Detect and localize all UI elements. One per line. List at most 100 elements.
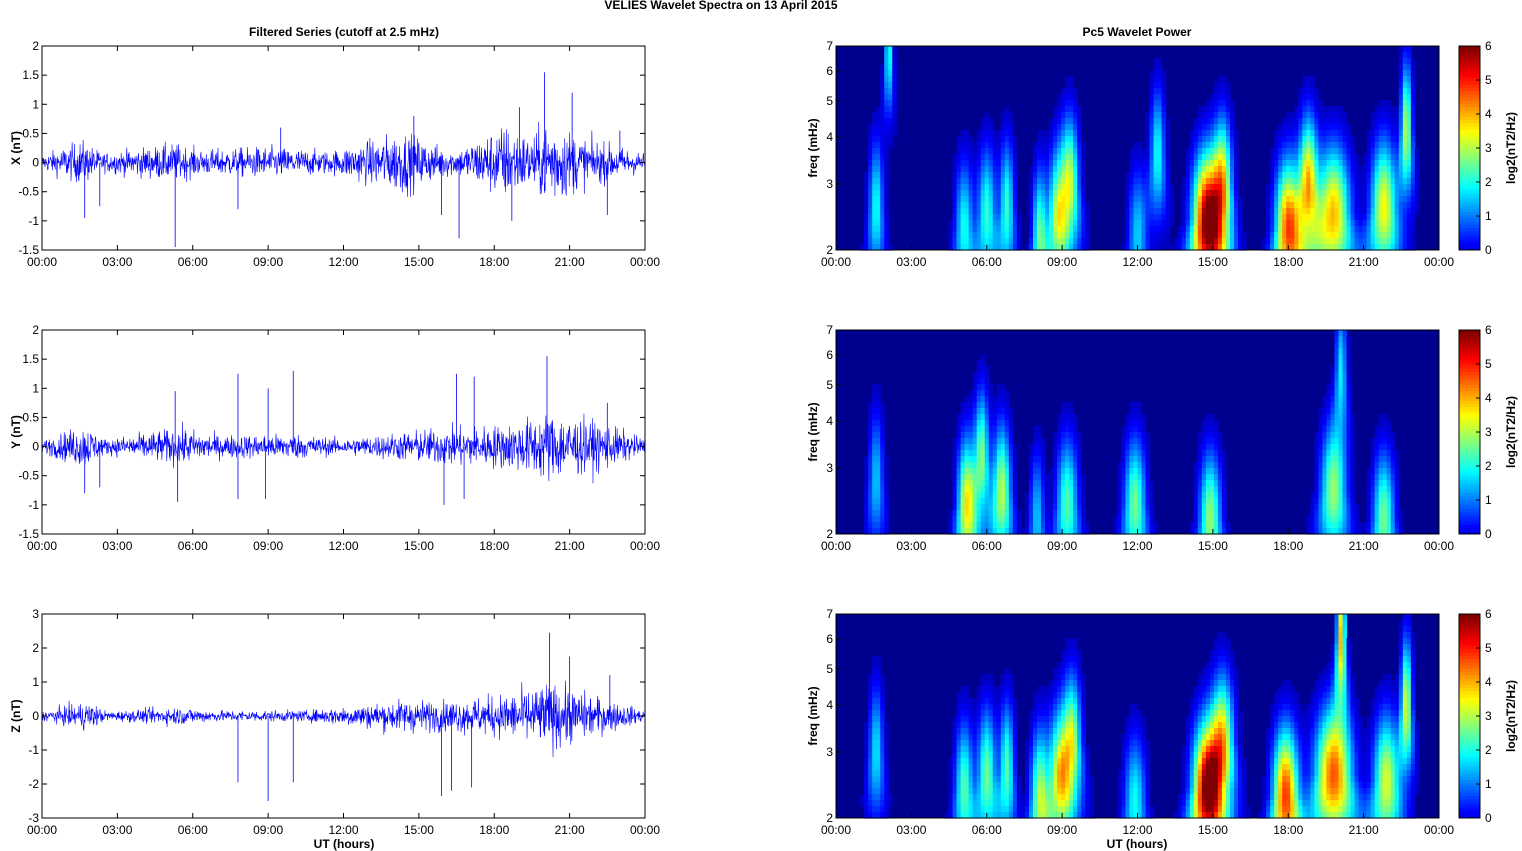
heatmap-cell bbox=[964, 160, 970, 167]
heatmap-cell bbox=[1028, 468, 1034, 475]
heatmap-cell bbox=[880, 244, 885, 251]
heatmap-cell bbox=[1069, 112, 1074, 119]
heatmap-cell bbox=[1382, 486, 1388, 493]
heatmap-cell bbox=[1382, 172, 1388, 179]
heatmap-cell bbox=[980, 372, 986, 379]
heatmap-cell bbox=[1137, 402, 1143, 409]
heatmap-cell bbox=[1028, 202, 1034, 209]
heatmap-cell bbox=[1193, 468, 1199, 475]
heatmap-cell bbox=[1322, 456, 1328, 463]
heatmap-cell bbox=[1314, 516, 1319, 523]
heatmap-cell bbox=[1330, 118, 1336, 125]
heatmap-cell bbox=[1378, 498, 1384, 505]
colorbar-swatch bbox=[1459, 151, 1480, 155]
heatmap-cell bbox=[1370, 202, 1376, 209]
heatmap-cell bbox=[1298, 136, 1303, 143]
heatmap-cell bbox=[1225, 184, 1231, 191]
heatmap-cell bbox=[1358, 528, 1364, 535]
heatmap-cell bbox=[1197, 480, 1203, 487]
heatmap-cell bbox=[1073, 166, 1078, 173]
heatmap-cell bbox=[1414, 190, 1420, 197]
heatmap-cell bbox=[1065, 486, 1070, 493]
x-tick-label: 15:00 bbox=[1198, 255, 1228, 269]
heatmap-cell bbox=[1330, 366, 1336, 373]
heatmap-cell bbox=[1157, 190, 1163, 197]
heatmap-cell bbox=[1386, 480, 1392, 487]
heatmap-cell bbox=[1213, 450, 1219, 457]
heatmap-cell bbox=[1330, 178, 1336, 185]
heatmap-cell bbox=[1012, 166, 1018, 173]
heatmap-cell bbox=[1189, 232, 1195, 239]
heatmap-cell bbox=[960, 414, 966, 421]
heatmap-cell bbox=[1362, 208, 1368, 215]
heatmap-cell bbox=[1350, 208, 1356, 215]
heatmap-cell bbox=[1133, 498, 1139, 505]
heatmap-cell bbox=[1137, 492, 1143, 499]
heatmap-cell bbox=[988, 396, 994, 403]
heatmap-cell bbox=[868, 450, 873, 457]
heatmap-cell bbox=[1302, 106, 1307, 113]
heatmap-cell bbox=[1137, 226, 1143, 233]
colorbar-swatch bbox=[1459, 176, 1480, 181]
heatmap-cell bbox=[868, 788, 873, 795]
heatmap-cell bbox=[992, 498, 998, 505]
heatmap-cell bbox=[1161, 166, 1167, 173]
heatmap-cell bbox=[1165, 220, 1171, 227]
heatmap-cell bbox=[1053, 196, 1058, 203]
heatmap-cell bbox=[1221, 136, 1227, 143]
heatmap-cell bbox=[1217, 208, 1223, 215]
heatmap-cell bbox=[1205, 492, 1211, 499]
heatmap-cell bbox=[1213, 510, 1219, 517]
heatmap-cell bbox=[1117, 528, 1123, 535]
heatmap-cell bbox=[1193, 208, 1199, 215]
heatmap-cell bbox=[872, 668, 877, 675]
heatmap-cell bbox=[952, 238, 958, 245]
heatmap-cell bbox=[1310, 232, 1315, 239]
colorbar-swatch bbox=[1459, 103, 1480, 108]
heatmap-cell bbox=[876, 238, 881, 245]
heatmap-cell bbox=[952, 438, 958, 445]
heatmap-cell bbox=[1402, 214, 1408, 221]
heatmap-cell bbox=[1402, 58, 1408, 65]
heatmap-cell bbox=[952, 752, 958, 759]
heatmap-cell bbox=[1037, 806, 1042, 813]
heatmap-cell bbox=[1334, 354, 1340, 361]
heatmap-cell bbox=[1358, 220, 1364, 227]
heatmap-cell bbox=[1197, 124, 1203, 131]
heatmap-cell bbox=[1024, 752, 1030, 759]
heatmap-cell bbox=[1008, 686, 1014, 693]
heatmap-cell bbox=[1382, 142, 1388, 149]
heatmap-cell bbox=[1000, 722, 1006, 729]
heatmap-cell bbox=[1057, 220, 1062, 227]
heatmap-cell bbox=[968, 160, 974, 167]
x-tick-label: 06:00 bbox=[178, 823, 208, 837]
heatmap-cell bbox=[992, 136, 998, 143]
heatmap-cell bbox=[964, 438, 970, 445]
heatmap-cell bbox=[1045, 746, 1050, 753]
heatmap-cell bbox=[1057, 504, 1062, 511]
heatmap-cell bbox=[1073, 148, 1078, 155]
heatmap-cell bbox=[1233, 190, 1239, 197]
heatmap-cell bbox=[1149, 504, 1155, 511]
heatmap-cell bbox=[876, 142, 881, 149]
heatmap-cell bbox=[984, 450, 990, 457]
heatmap-cell bbox=[1278, 124, 1283, 131]
heatmap-cell bbox=[1137, 232, 1143, 239]
heatmap-cell bbox=[996, 190, 1002, 197]
heatmap-cell bbox=[1037, 238, 1042, 245]
heatmap-cell bbox=[984, 196, 990, 203]
heatmap-cell bbox=[972, 746, 978, 753]
heatmap-cell bbox=[1346, 414, 1352, 421]
heatmap-cell bbox=[1374, 444, 1380, 451]
heatmap-cell bbox=[1125, 474, 1131, 481]
heatmap-cell bbox=[1394, 202, 1400, 209]
heatmap-cell bbox=[968, 196, 974, 203]
heatmap-cell bbox=[1374, 244, 1380, 251]
heatmap-cell bbox=[1045, 740, 1050, 747]
heatmap-cell bbox=[1032, 800, 1038, 807]
heatmap-cell bbox=[1209, 202, 1215, 209]
heatmap-cell bbox=[996, 160, 1002, 167]
heatmap-cell bbox=[968, 704, 974, 711]
heatmap-cell bbox=[1386, 492, 1392, 499]
heatmap-cell bbox=[1302, 220, 1307, 227]
